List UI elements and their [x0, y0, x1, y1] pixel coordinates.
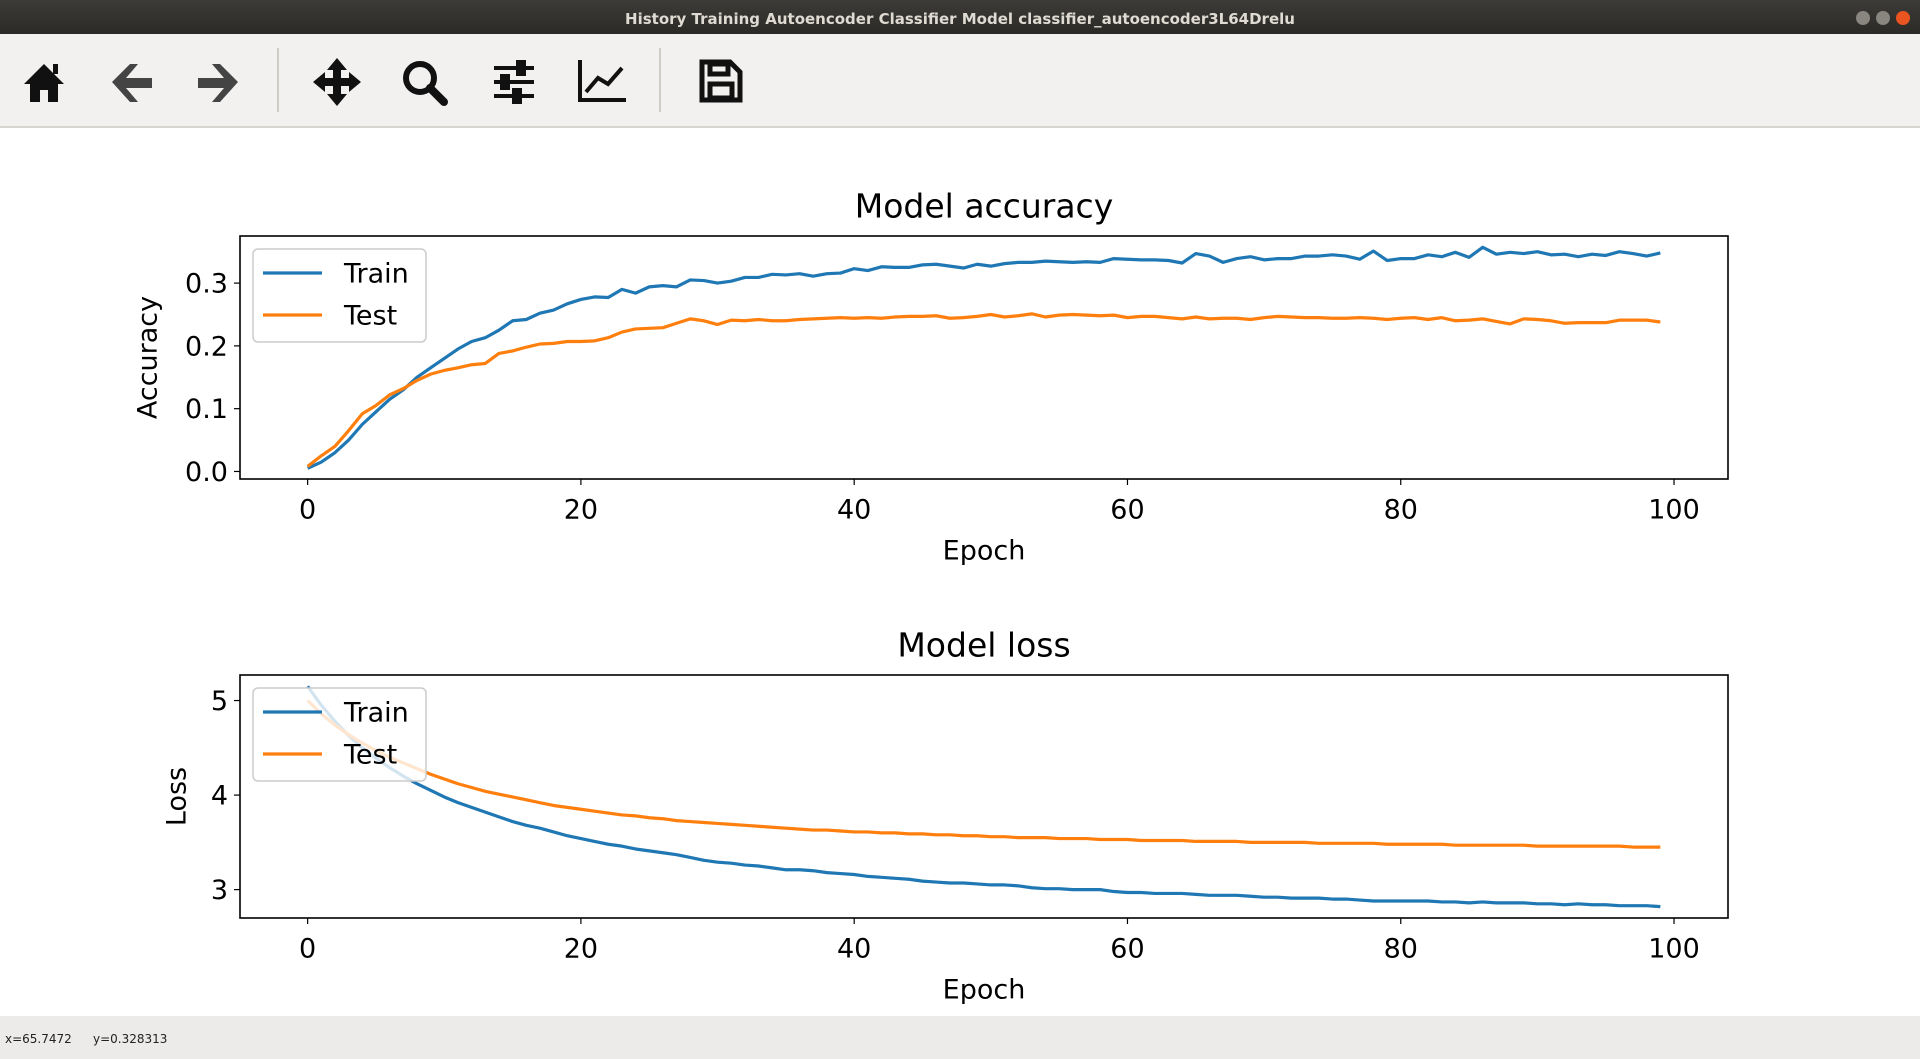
back-button[interactable]: [112, 64, 152, 102]
chart-title: Model loss: [897, 626, 1070, 665]
y-tick-label: 4: [211, 781, 228, 812]
zoom-button[interactable]: [403, 61, 448, 106]
x-tick-label: 20: [564, 495, 598, 526]
chart-title: Model accuracy: [855, 187, 1113, 226]
x-tick-label: 80: [1384, 934, 1418, 965]
x-tick-label: 0: [299, 495, 316, 526]
x-axis-label: Epoch: [943, 975, 1026, 1006]
pan-button[interactable]: [313, 58, 361, 106]
x-tick-label: 20: [564, 934, 598, 965]
maximize-button[interactable]: [1876, 11, 1890, 25]
x-tick-label: 60: [1110, 495, 1144, 526]
x-tick-label: 40: [837, 495, 871, 526]
x-axis-label: Epoch: [943, 536, 1026, 567]
title-bar: History Training Autoencoder Classifier …: [0, 0, 1920, 34]
cursor-y: y=0.328313: [93, 1032, 168, 1046]
axes-frame: [239, 674, 1729, 919]
window-title: History Training Autoencoder Classifier …: [625, 10, 1295, 28]
toolbar-icons: [24, 48, 743, 112]
series-line: [306, 312, 1661, 468]
minimize-button[interactable]: [1856, 11, 1870, 25]
y-tick-label: 0.0: [185, 457, 228, 488]
home-button[interactable]: [24, 64, 64, 102]
legend-label: Train: [343, 698, 409, 729]
series-line: [306, 699, 1661, 849]
configure-button[interactable]: [494, 60, 534, 104]
y-tick-label: 3: [211, 875, 228, 906]
y-axis-label: Loss: [162, 767, 193, 826]
close-button[interactable]: [1896, 11, 1910, 25]
y-tick-label: 5: [211, 686, 228, 717]
series-line: [306, 685, 1661, 909]
x-tick-label: 40: [837, 934, 871, 965]
forward-button[interactable]: [198, 64, 238, 102]
save-button[interactable]: [699, 59, 743, 103]
x-tick-label: 60: [1110, 934, 1144, 965]
cursor-x: x=65.7472: [5, 1032, 72, 1046]
x-tick-label: 80: [1384, 495, 1418, 526]
legend-label: Test: [343, 301, 397, 332]
y-tick-label: 0.2: [185, 331, 228, 362]
y-tick-label: 0.1: [185, 394, 228, 425]
x-tick-label: 0: [299, 934, 316, 965]
series-line: [306, 245, 1661, 470]
legend-label: Test: [343, 740, 397, 771]
y-axis-label: Accuracy: [133, 296, 164, 419]
x-tick-label: 100: [1648, 934, 1700, 965]
toolbar: [0, 34, 1920, 128]
axes-frame: [239, 235, 1729, 480]
legend-label: Train: [343, 259, 409, 290]
y-tick-label: 0.3: [185, 269, 228, 300]
edit-axis-button[interactable]: [578, 60, 626, 102]
status-bar: x=65.7472 y=0.328313: [0, 1016, 1920, 1059]
x-tick-label: 100: [1648, 495, 1700, 526]
